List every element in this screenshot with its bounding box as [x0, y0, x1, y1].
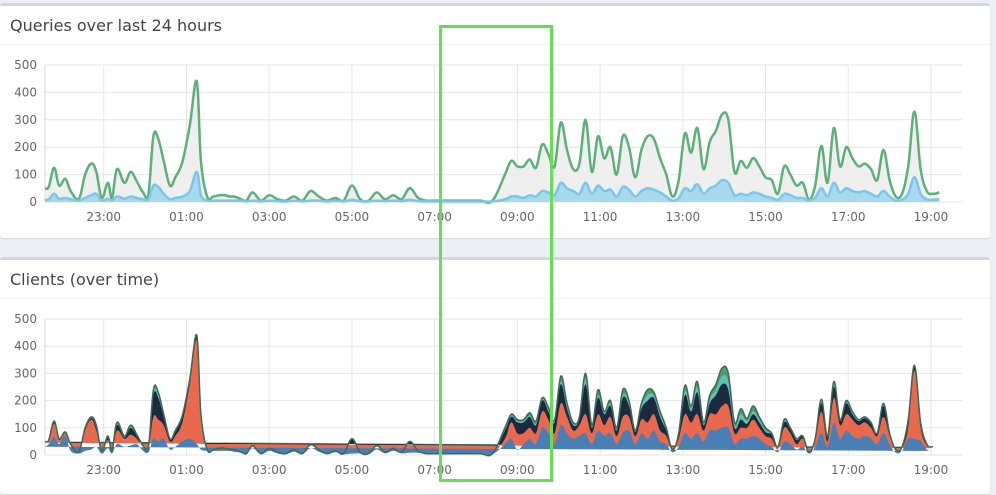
queries-x-tick-label: 23:00 — [86, 210, 121, 224]
queries-series-0-line — [44, 79, 940, 204]
queries-x-tick-label: 01:00 — [169, 210, 204, 224]
clients-x-tick-label: 17:00 — [831, 463, 866, 477]
clients-x-tick-label: 11:00 — [583, 463, 618, 477]
queries-y-tick-label: 100 — [14, 168, 37, 182]
queries-y-tick-label: 300 — [14, 113, 37, 127]
queries-x-tick-label: 09:00 — [500, 210, 535, 224]
queries-series-0-area — [45, 80, 940, 203]
queries-panel-title: Queries over last 24 hours — [0, 6, 990, 45]
clients-panel: Clients (over time) 500 400 300 200 100 0 23:0… — [0, 257, 990, 494]
queries-x-tick-label: 17:00 — [831, 210, 866, 224]
clients-y-tick-label: 100 — [14, 421, 37, 435]
clients-y-tick-label: 0 — [29, 448, 37, 462]
clients-x-tick-label: 01:00 — [169, 463, 204, 477]
clients-chart: 500 400 300 200 100 0 23:00 01:00 03:00 05:00 07:0… — [14, 312, 962, 477]
clients-y-tick-label: 500 — [14, 312, 37, 326]
queries-y-tick-label: 500 — [14, 58, 37, 72]
clients-series-0-area — [45, 422, 933, 455]
queries-x-tick-label: 05:00 — [335, 210, 370, 224]
clients-y-tick-label: 400 — [14, 339, 37, 353]
clients-y-tick-label: 200 — [14, 394, 37, 408]
queries-x-tick-label: 15:00 — [748, 210, 783, 224]
clients-x-tick-label: 03:00 — [252, 463, 287, 477]
clients-total-line — [44, 334, 934, 457]
queries-y-tick-label: 0 — [29, 195, 37, 209]
queries-x-tick-label: 11:00 — [583, 210, 618, 224]
queries-x-tick-label: 03:00 — [252, 210, 287, 224]
clients-x-tick-label: 15:00 — [748, 463, 783, 477]
queries-x-tick-label: 19:00 — [914, 210, 949, 224]
queries-y-tick-label: 200 — [14, 140, 37, 154]
clients-x-tick-label: 13:00 — [666, 463, 701, 477]
clients-x-tick-label: 19:00 — [914, 463, 949, 477]
clients-x-tick-label: 05:00 — [335, 463, 370, 477]
clients-panel-title: Clients (over time) — [0, 260, 990, 299]
queries-y-tick-label: 400 — [14, 85, 37, 99]
queries-series-1-line — [44, 170, 940, 203]
queries-x-tick-label: 13:00 — [666, 210, 701, 224]
clients-x-tick-label: 07:00 — [417, 463, 452, 477]
clients-y-tick-label: 300 — [14, 366, 37, 380]
queries-panel: Queries over last 24 hours 500 400 300 200 1… — [0, 3, 990, 238]
clients-x-tick-label: 23:00 — [86, 463, 121, 477]
queries-x-tick-label: 07:00 — [417, 210, 452, 224]
clients-x-tick-label: 09:00 — [500, 463, 535, 477]
clients-series-1-area — [45, 340, 933, 456]
queries-chart: 500 400 300 200 100 0 23:00 01:00 03:00 05:00 07:0… — [14, 58, 962, 224]
queries-series-1-area — [45, 171, 940, 202]
